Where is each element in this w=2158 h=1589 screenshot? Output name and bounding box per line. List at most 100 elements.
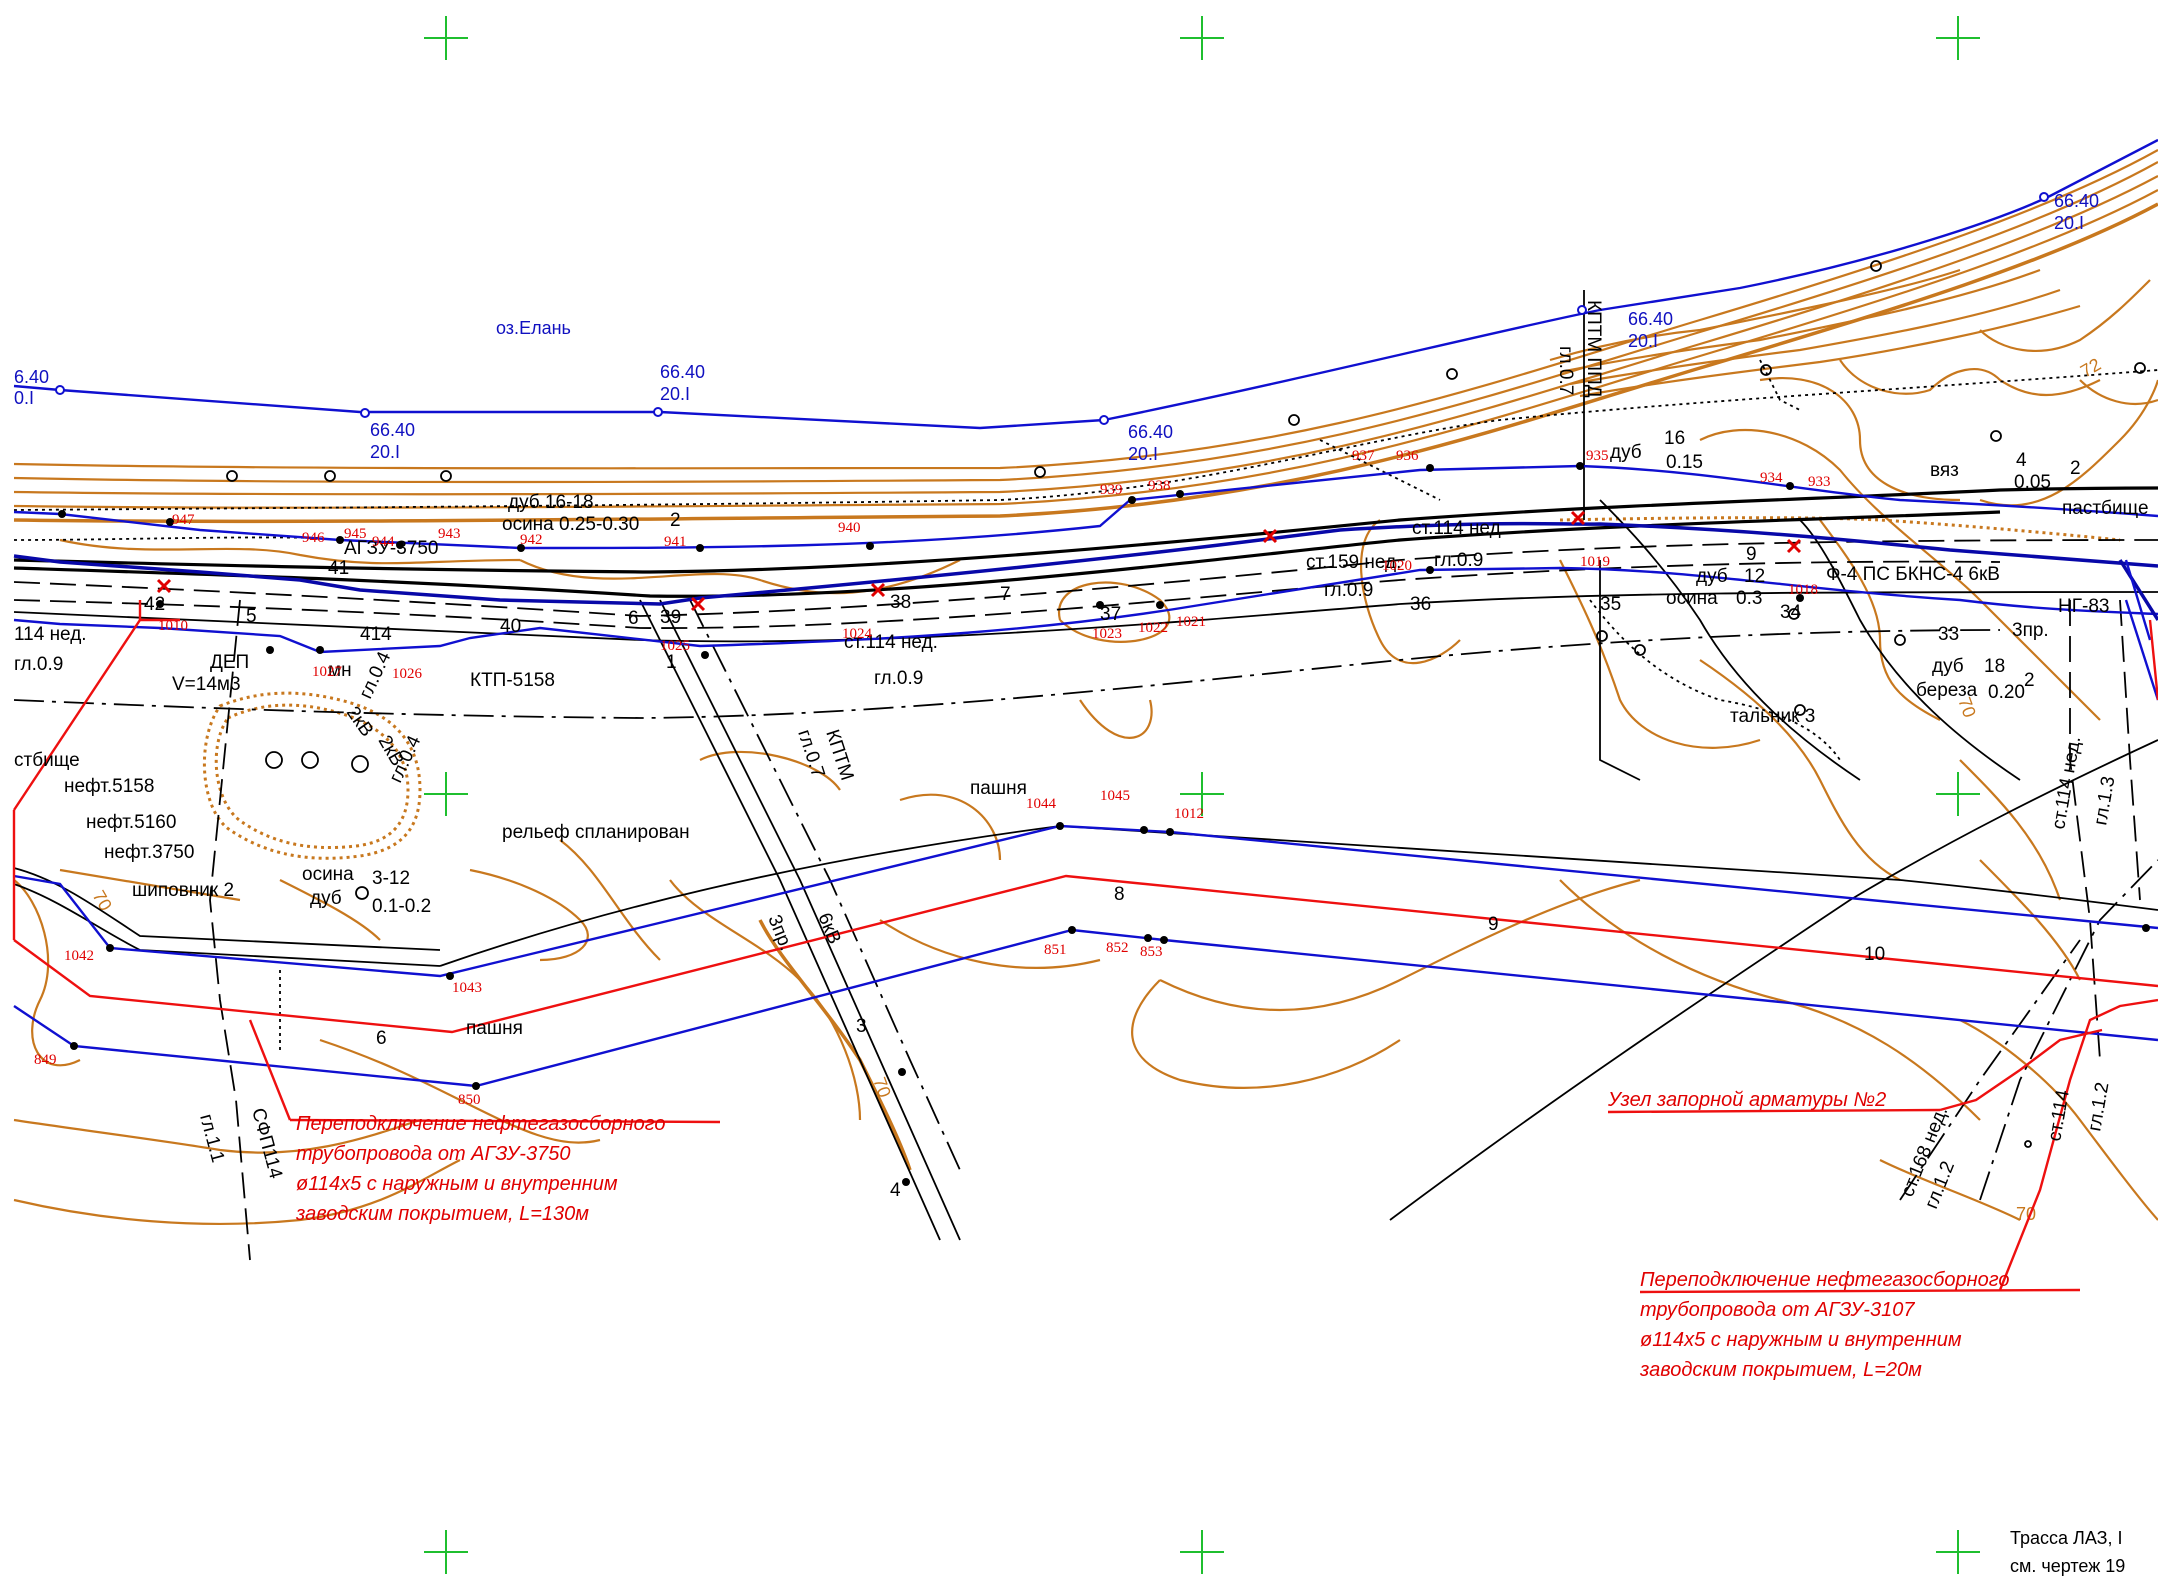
point-number: 33 (1938, 624, 1959, 645)
pipe-label: 114 нед. (14, 624, 87, 645)
point-number: 4 (890, 1180, 901, 1201)
point-number: 35 (1600, 594, 1621, 615)
survey-point: 1043 (452, 980, 482, 996)
pipe-label: ст.114 нед. (1412, 518, 1506, 539)
point-number: 7 (1000, 584, 1011, 605)
point-markers (55, 192, 2150, 1186)
point-number: 41 (328, 558, 349, 579)
land-label: пастбище (2062, 498, 2149, 519)
survey-point: 1022 (1138, 620, 1168, 636)
valve-node-label: Узел запорной арматуры №2 (1607, 1089, 1886, 1111)
point-number: 37 (1100, 604, 1121, 625)
survey-point: 946 (302, 530, 325, 546)
point-number: 2 (670, 510, 681, 531)
point-number: 1 (666, 652, 677, 673)
survey-point: 1024 (842, 626, 873, 642)
point-number: 9 (1488, 914, 1499, 935)
note-line: Переподключение нефтегазосборного (1640, 1269, 2010, 1291)
survey-point: 947 (172, 512, 195, 528)
pipe-label: ст.159 нед. (1306, 552, 1401, 573)
pipe-label: гл.0.9 (14, 654, 63, 675)
vegetation-label: 2 (2070, 458, 2081, 479)
cable-label: гл.0.7 (1555, 346, 1576, 395)
survey-point: 939 (1100, 482, 1123, 498)
vegetation-label: дуб (310, 888, 342, 909)
survey-point: 1045 (1100, 788, 1130, 804)
pipe-label: гл.1.1 (195, 1112, 228, 1165)
survey-point: 850 (458, 1092, 481, 1108)
water-level-bottom: 0.I (14, 388, 34, 408)
note-line: трубопровода от АГЗУ-3750 (296, 1143, 570, 1165)
survey-point: 940 (838, 520, 861, 536)
point-number: 38 (890, 592, 911, 613)
vegetation-label: 2 (2024, 670, 2035, 691)
survey-point: 1012 (1174, 806, 1204, 822)
pipe-label: гл.1.2 (2084, 1081, 2113, 1133)
survey-point: 1019 (1580, 554, 1610, 570)
point-number: 8 (1114, 884, 1125, 905)
cable-label: КПТМ ППД (1583, 300, 1604, 398)
feature-labels: дуб 16-18 осина 0.25-0.30 2 АГЗУ-3750 42… (14, 300, 2149, 1212)
vegetation-label: осина (1666, 588, 1718, 609)
water-level-top: 6.40 (14, 367, 49, 387)
survey-point: 851 (1044, 942, 1067, 958)
survey-point: 849 (34, 1052, 57, 1068)
water-level-bottom: 20.I (1628, 331, 1658, 351)
vegetation-label: 12 (1744, 566, 1765, 587)
vegetation-label: дуб (1610, 442, 1642, 463)
well-label: нефт.5160 (86, 812, 176, 833)
pipe-label: ст.114 (2044, 1088, 2074, 1143)
well-label: нефт.5158 (64, 776, 154, 797)
land-label: пашня (970, 778, 1027, 799)
survey-point: 944 (372, 534, 395, 550)
point-number: 36 (1410, 594, 1431, 615)
cable-label: КПТМ (821, 727, 857, 783)
vegetation-label: тальник 3 (1730, 706, 1815, 727)
water-level-marks: 6.40 0.I 66.40 20.I 66.40 20.I 66.40 20.… (14, 191, 2099, 464)
survey-point: 1020 (1382, 558, 1412, 574)
survey-point: 1021 (1176, 614, 1206, 630)
pipe-label: СФП114 (247, 1106, 286, 1182)
tree-label: осина 0.25-0.30 (502, 514, 639, 535)
pipe-label: гл.0.9 (874, 668, 923, 689)
point-number: 6 (376, 1028, 387, 1049)
title-line: см. чертеж 19 (2010, 1556, 2125, 1576)
pipe-label: гл.1.3 (2090, 775, 2119, 827)
contour-lines (13, 149, 2158, 1226)
survey-point: 1010 (158, 618, 188, 634)
point-number: 5 (246, 606, 257, 627)
title-line: Трасса ЛАЗ, I (2010, 1528, 2123, 1548)
survey-point: 934 (1760, 470, 1783, 486)
structure-label: ДЕП (210, 652, 249, 673)
survey-point: 1026 (392, 666, 423, 682)
water-level-top: 66.40 (1628, 309, 1673, 329)
vegetation-label: осина (302, 864, 354, 885)
vegetation-label: дуб (1696, 566, 1728, 587)
well-label: нефт.3750 (104, 842, 194, 863)
survey-point: 1025 (660, 638, 690, 654)
vegetation-label: вяз (1930, 460, 1959, 481)
structure-label: НГ-83 (2058, 596, 2109, 617)
point-number: 10 (1864, 944, 1885, 965)
vegetation-label: береза (1916, 680, 1978, 701)
power-label: 6кВ (813, 910, 844, 947)
note-agzu-3107: Переподключение нефтегазосборного трубоп… (1639, 1269, 2010, 1381)
relief-label: рельеф спланирован (502, 822, 690, 843)
vegetation-label: 0.20 (1988, 682, 2025, 703)
point-number: 40 (500, 616, 521, 637)
pipelines (13, 138, 2158, 1088)
lake-label: оз.Елань (496, 318, 571, 338)
vegetation-label: 0.1-0.2 (372, 896, 431, 917)
contour-label: 70 (2016, 1204, 2036, 1224)
survey-point: 1018 (1788, 582, 1818, 598)
survey-point: 935 (1586, 448, 1609, 464)
routes (12, 600, 2158, 1294)
note-line: ø114х5 с наружным и внутренним (296, 1173, 618, 1195)
point-number: 42 (144, 594, 165, 615)
vegetation-label: 0.3 (1736, 588, 1762, 609)
water-level-bottom: 20.I (2054, 213, 2084, 233)
survey-point: 936 (1396, 448, 1419, 464)
survey-point: 1023 (1092, 626, 1122, 642)
water-level-bottom: 20.I (1128, 444, 1158, 464)
agzu-label: АГЗУ-3750 (344, 538, 438, 559)
